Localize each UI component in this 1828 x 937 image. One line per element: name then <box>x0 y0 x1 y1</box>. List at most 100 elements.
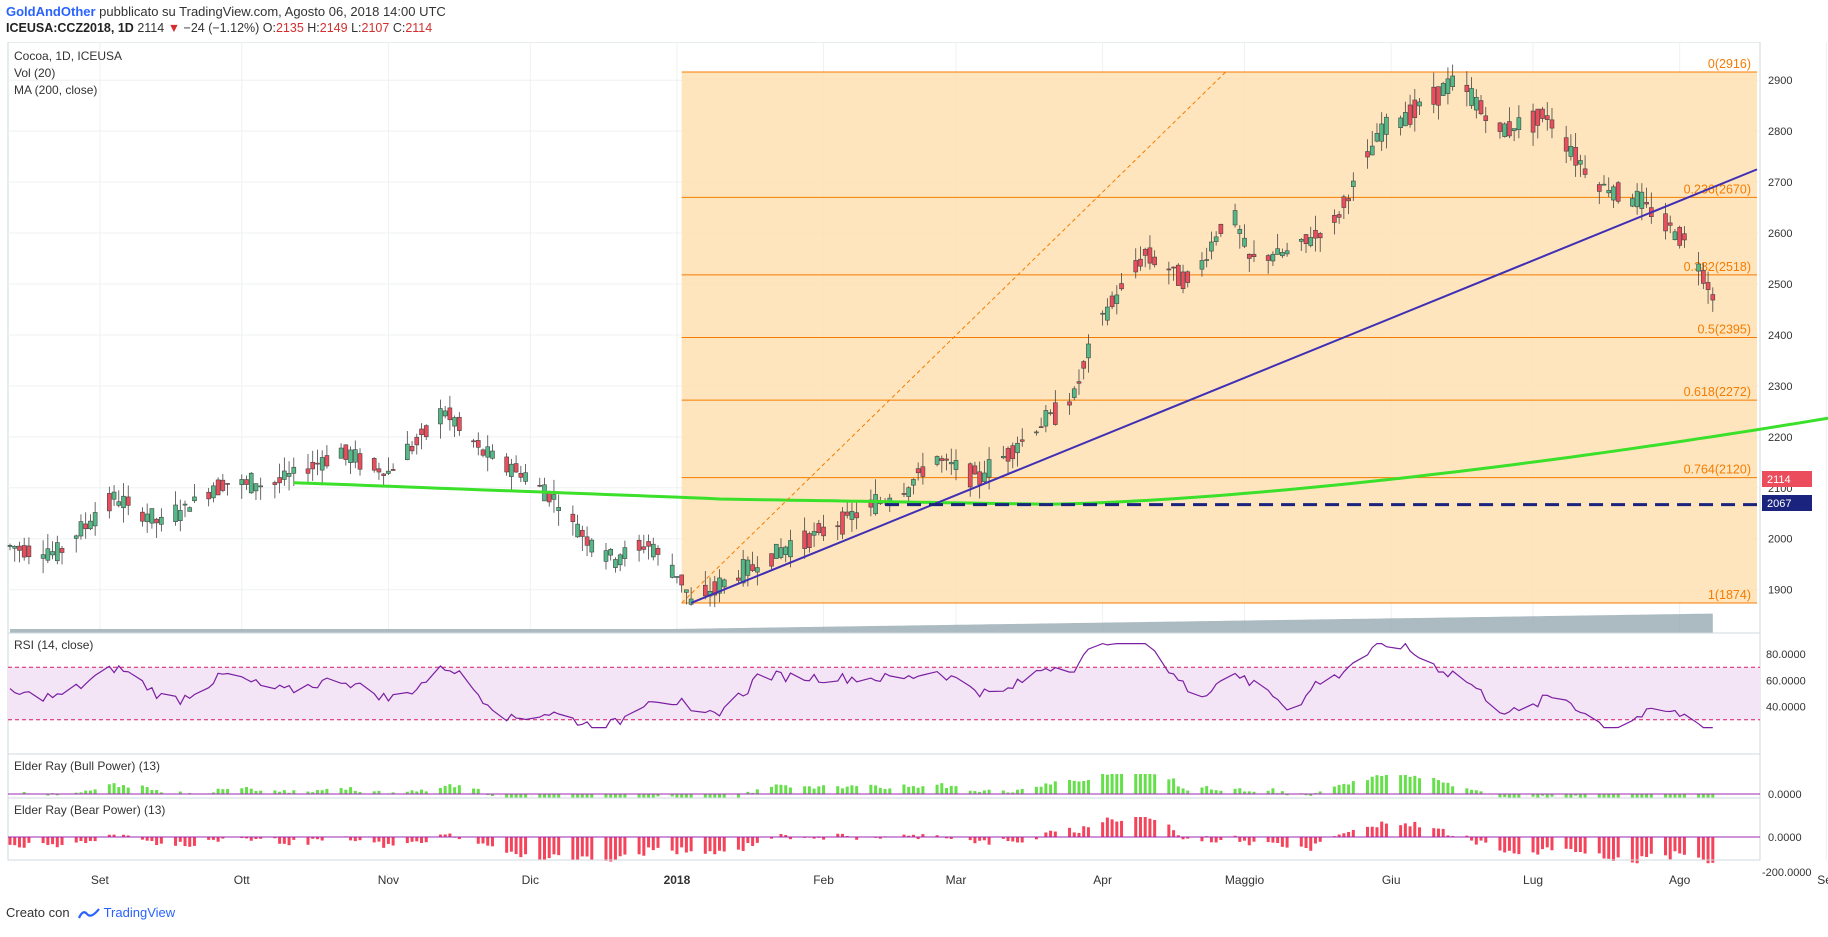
bear-power-bar <box>1541 837 1544 849</box>
bull-power-bar <box>784 785 787 794</box>
rsi-legend: RSI (14, close) <box>14 638 93 652</box>
bear-power-bar <box>1286 837 1289 848</box>
bull-power-bar <box>1475 790 1478 794</box>
bear-power-bar <box>505 837 508 853</box>
candle <box>174 505 178 522</box>
bull-power-bar <box>1073 781 1076 794</box>
candle <box>1578 160 1582 164</box>
candle <box>1470 88 1474 105</box>
candle <box>945 459 949 460</box>
bull-power-bar <box>822 785 825 794</box>
bear-power-bar <box>448 834 451 837</box>
low-value: 2107 <box>362 21 390 35</box>
bull-power-bar <box>1068 780 1071 794</box>
bear-power-bar <box>746 837 749 843</box>
price-tick: 2500 <box>1768 279 1792 291</box>
candle <box>1706 282 1710 289</box>
candle <box>1569 146 1573 156</box>
candle <box>391 469 395 470</box>
fibonacci-level-label: 0(2916) <box>1708 57 1751 71</box>
bull-power-bar <box>1409 777 1412 794</box>
candle <box>481 450 485 455</box>
bull-power-bar <box>221 789 224 794</box>
bull-power-bar <box>217 789 220 794</box>
bull-power-bar <box>879 788 882 794</box>
bull-power-bar <box>737 794 740 798</box>
tradingview-link[interactable]: TradingView <box>78 905 176 920</box>
bull-power-bar <box>1054 781 1057 794</box>
candle <box>850 511 854 519</box>
bear-power-bar <box>737 837 740 850</box>
bear-power-bar <box>1314 837 1317 843</box>
bear-power-bar <box>1536 837 1539 855</box>
candle <box>457 417 461 430</box>
candle <box>921 467 925 477</box>
candle <box>216 480 220 495</box>
bear-power-bar <box>18 837 21 847</box>
candle <box>822 527 826 536</box>
bull-power-bar <box>1148 774 1151 794</box>
candle <box>647 541 651 546</box>
bull-power-bar <box>1215 790 1218 794</box>
bear-power-bar <box>1437 829 1440 837</box>
chart-canvas[interactable]: 0(2916)0.236(2670)0.382(2518)0.5(2395)0.… <box>0 42 1828 937</box>
bear-power-bar <box>1603 837 1606 858</box>
bear-power-pane[interactable] <box>8 798 1760 860</box>
candle <box>1243 238 1247 246</box>
candle <box>1630 198 1634 206</box>
bull-power-bar <box>453 787 456 794</box>
down-arrow-icon: ▼ <box>168 21 180 35</box>
bear-power-bar <box>1517 837 1520 854</box>
bear-power-bar <box>1669 837 1672 859</box>
candle <box>46 549 50 561</box>
candle <box>1384 117 1388 134</box>
bear-power-bar <box>46 837 49 845</box>
bull-power-bar <box>1413 776 1416 794</box>
candle <box>514 464 518 473</box>
bear-power-bar <box>373 837 376 842</box>
author-link[interactable]: GoldAndOther <box>6 4 96 19</box>
bear-power-bar <box>188 837 191 847</box>
bear-power-bar <box>623 837 626 855</box>
bull-power-bar <box>756 789 759 794</box>
fibonacci-level-label: 0.618(2272) <box>1684 385 1751 399</box>
bull-power-bar <box>1167 779 1170 794</box>
candle <box>1711 295 1715 301</box>
bull-power-bar <box>273 790 276 794</box>
candle <box>1167 269 1171 270</box>
chart-header: GoldAndOther pubblicato su TradingView.c… <box>0 0 1828 42</box>
candle <box>590 540 594 552</box>
candle <box>613 559 617 567</box>
bull-power-bar <box>884 789 887 794</box>
candle <box>741 559 745 582</box>
price-tick: 2600 <box>1768 228 1792 240</box>
bear-power-bar <box>1550 837 1553 850</box>
candle <box>1077 382 1081 384</box>
bull-power-bar <box>945 788 948 794</box>
candle <box>1697 264 1701 271</box>
candle <box>1086 344 1090 358</box>
candle <box>642 547 646 550</box>
candle <box>736 578 740 580</box>
candle <box>1214 237 1218 242</box>
bear-power-bar <box>56 837 59 847</box>
open-value: 2135 <box>276 21 304 35</box>
candle <box>1408 105 1412 125</box>
bull-power-bar <box>770 787 773 794</box>
bear-power-bar <box>1532 837 1535 852</box>
candle <box>415 437 419 445</box>
price-change: −24 (−1.12%) <box>184 21 260 35</box>
candle <box>325 456 329 466</box>
bull-power-bar <box>448 784 451 794</box>
candle <box>784 547 788 555</box>
bear-power-bar <box>1503 837 1506 852</box>
bear-axis-zero: 0.0000 <box>1768 832 1802 844</box>
candle <box>1678 227 1682 245</box>
candle <box>424 426 428 437</box>
candle <box>183 504 187 505</box>
bear-power-bar <box>1565 837 1568 849</box>
bull-power-bar <box>84 791 87 794</box>
candle <box>954 460 958 469</box>
candle <box>1120 284 1124 289</box>
bear-power-bar <box>1111 819 1114 837</box>
